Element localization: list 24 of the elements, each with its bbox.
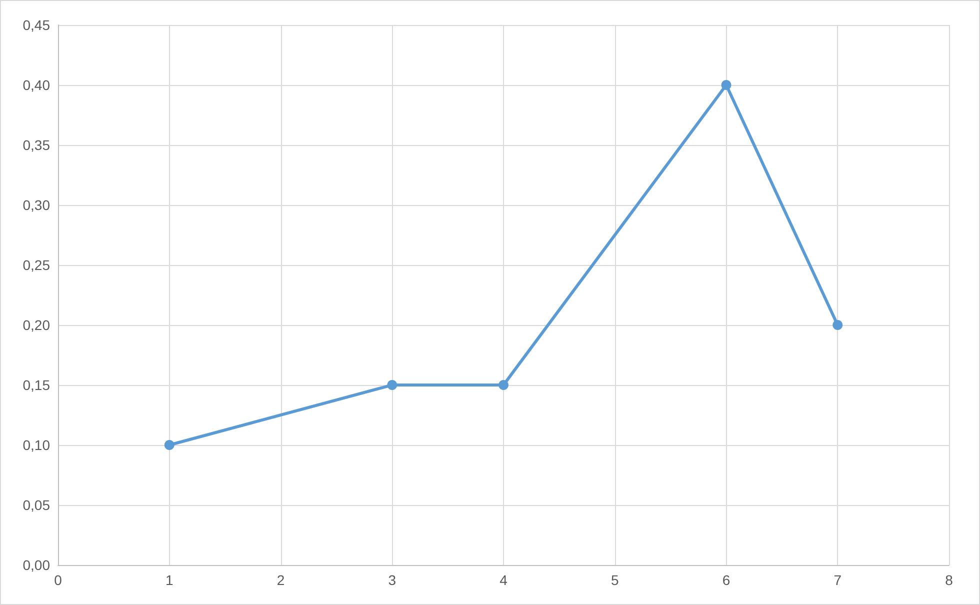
x-tick-label: 2 [276, 572, 285, 588]
y-tick-label: 0,45 [22, 17, 50, 33]
point [387, 380, 398, 390]
x-tick-label: 7 [834, 572, 842, 588]
y-tick-label: 0,15 [22, 377, 50, 393]
x-tick-label: 1 [165, 572, 174, 588]
point [498, 380, 508, 390]
point [164, 440, 174, 450]
y-tick-label: 0,30 [22, 197, 50, 213]
x-tick-label: 5 [610, 572, 619, 588]
x-tick-label: 3 [388, 572, 396, 588]
x-tick-label: 6 [722, 572, 730, 588]
point [832, 320, 843, 330]
y-tick-label: 0,35 [22, 137, 50, 153]
y-tick-label: 0,05 [22, 497, 50, 513]
x-tick-label: 4 [500, 572, 508, 588]
x-tick-label: 8 [945, 572, 954, 588]
y-tick-label: 0,10 [22, 437, 50, 453]
y-tick-label: 0,25 [22, 257, 50, 273]
y-tick-label: 0,40 [22, 77, 50, 93]
point [721, 80, 732, 90]
y-tick-label: 0,20 [22, 317, 50, 333]
y-tick-label: 0,00 [22, 557, 50, 573]
x-tick-label: 0 [54, 572, 62, 588]
